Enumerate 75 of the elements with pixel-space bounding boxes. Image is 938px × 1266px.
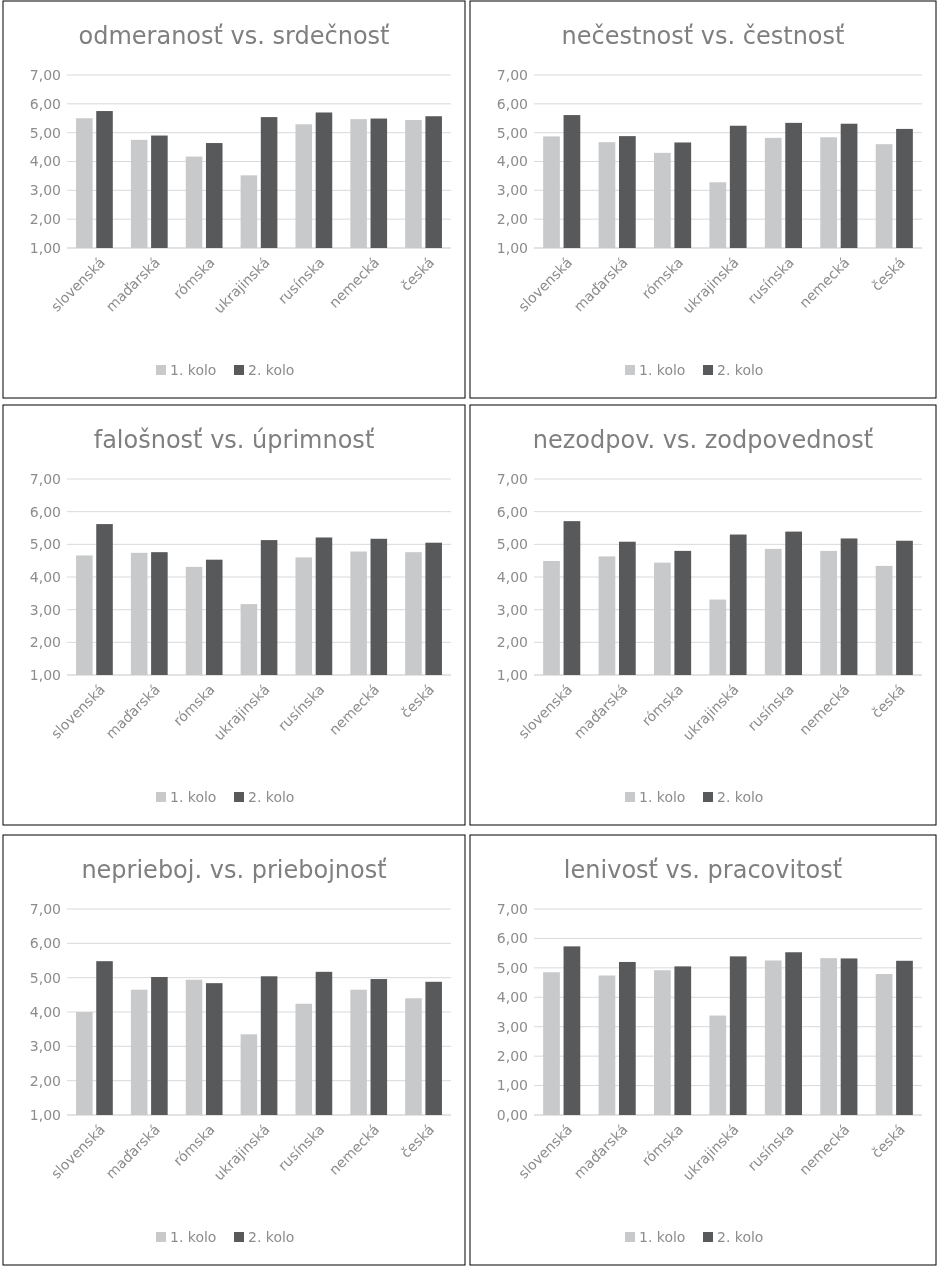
legend-label: 1. kolo xyxy=(170,1228,217,1245)
y-tick-label: 1,00 xyxy=(29,239,61,256)
y-tick-label: 3,00 xyxy=(496,601,528,618)
y-tick-label: 7,00 xyxy=(29,66,61,83)
legend-label: 1. kolo xyxy=(170,361,217,378)
y-tick-label: 5,00 xyxy=(29,536,61,553)
y-tick-label: 1,00 xyxy=(496,239,528,256)
bar xyxy=(598,975,616,1115)
y-tick-label: 4,00 xyxy=(29,1003,61,1020)
bar xyxy=(618,961,636,1115)
y-tick-label: 5,00 xyxy=(496,124,528,141)
y-tick-label: 6,00 xyxy=(496,95,528,112)
y-tick-label: 2,00 xyxy=(29,211,61,228)
chart-title: nezodpov. vs. zodpovednosť xyxy=(532,426,874,454)
bar xyxy=(785,952,802,1115)
y-tick-label: 4,00 xyxy=(496,153,528,170)
y-tick-label: 1,00 xyxy=(496,666,528,683)
y-tick-label: 7,00 xyxy=(29,470,61,487)
y-tick-label: 2,00 xyxy=(29,634,61,651)
y-tick-label: 3,00 xyxy=(496,1018,528,1035)
y-tick-label: 0,00 xyxy=(496,1106,528,1123)
legend-label: 1. kolo xyxy=(170,788,217,805)
y-tick-label: 4,00 xyxy=(29,568,61,585)
y-tick-label: 5,00 xyxy=(496,959,528,976)
bar xyxy=(709,1015,727,1115)
chart-title: lenivosť vs. pracovitosť xyxy=(563,856,843,884)
y-tick-label: 2,00 xyxy=(496,1048,528,1065)
y-tick-label: 7,00 xyxy=(29,900,61,917)
y-tick-label: 4,00 xyxy=(29,153,61,170)
y-tick-label: 3,00 xyxy=(29,182,61,199)
y-tick-label: 6,00 xyxy=(29,95,61,112)
legend-label: 1. kolo xyxy=(639,1228,686,1245)
chart-title: nečestnosť vs. čestnosť xyxy=(561,22,845,50)
legend-label: 2. kolo xyxy=(248,361,295,378)
bar xyxy=(654,970,671,1115)
y-tick-label: 4,00 xyxy=(496,568,528,585)
legend-label: 1. kolo xyxy=(639,788,686,805)
bar xyxy=(674,966,692,1115)
y-tick-label: 7,00 xyxy=(496,900,528,917)
bar xyxy=(543,972,560,1115)
y-tick-label: 5,00 xyxy=(29,124,61,141)
legend-label: 2. kolo xyxy=(248,1228,295,1245)
bar xyxy=(840,958,858,1115)
y-tick-label: 4,00 xyxy=(496,989,528,1006)
bar xyxy=(896,960,913,1115)
y-tick-label: 2,00 xyxy=(496,634,528,651)
y-tick-label: 1,00 xyxy=(496,1077,528,1094)
y-tick-label: 1,00 xyxy=(29,666,61,683)
y-tick-label: 6,00 xyxy=(29,935,61,952)
chart-title: falošnosť vs. úprimnosť xyxy=(93,426,375,454)
bar xyxy=(820,958,838,1115)
y-tick-label: 5,00 xyxy=(496,536,528,553)
y-tick-label: 1,00 xyxy=(29,1106,61,1123)
y-tick-label: 6,00 xyxy=(496,503,528,520)
y-tick-label: 7,00 xyxy=(496,470,528,487)
y-tick-label: 2,00 xyxy=(496,211,528,228)
y-tick-label: 3,00 xyxy=(29,1038,61,1055)
bar xyxy=(729,956,747,1115)
chart-title: odmeranosť vs. srdečnosť xyxy=(78,22,390,50)
y-tick-label: 3,00 xyxy=(29,601,61,618)
y-tick-label: 2,00 xyxy=(29,1072,61,1089)
bar xyxy=(764,960,782,1115)
legend-label: 2. kolo xyxy=(717,1228,764,1245)
bar xyxy=(563,946,581,1115)
y-tick-label: 6,00 xyxy=(29,503,61,520)
y-tick-label: 6,00 xyxy=(496,930,528,947)
bar xyxy=(875,974,893,1115)
y-tick-label: 7,00 xyxy=(496,66,528,83)
y-tick-label: 3,00 xyxy=(496,182,528,199)
chart-title: neprieboj. vs. priebojnosť xyxy=(81,856,387,884)
legend-label: 1. kolo xyxy=(639,361,686,378)
y-tick-label: 5,00 xyxy=(29,969,61,986)
legend-label: 2. kolo xyxy=(717,788,764,805)
legend-label: 2. kolo xyxy=(248,788,295,805)
legend-label: 2. kolo xyxy=(717,361,764,378)
